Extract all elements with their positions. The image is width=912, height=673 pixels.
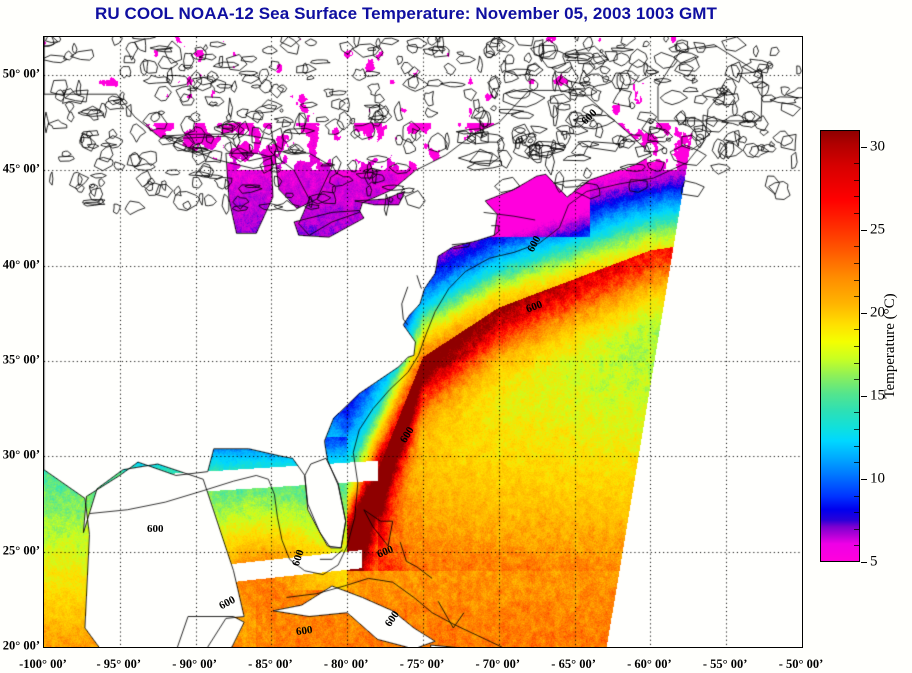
lat-tick-label: 30° 00’ xyxy=(2,447,40,462)
map-plot-area[interactable]: 600 600 600 600 600 600 600 600 600 600 xyxy=(43,36,803,648)
colorbar-minor-tick xyxy=(854,346,860,347)
colorbar-minor-tick xyxy=(854,163,860,165)
lat-tick-label: 40° 00’ xyxy=(2,257,40,272)
lon-tick-label: - 80° 00’ xyxy=(323,657,369,671)
colorbar-minor-tick xyxy=(854,528,860,530)
lat-tick-label: 35° 00’ xyxy=(2,352,40,367)
lon-tick-label: - 75° 00’ xyxy=(399,657,445,671)
lat-tick-label: 20° 00’ xyxy=(2,638,40,653)
figure-title: RU COOL NOAA-12 Sea Surface Temperature:… xyxy=(94,4,718,23)
colorbar-tick xyxy=(861,229,867,231)
colorbar-minor-tick xyxy=(854,495,860,497)
colorbar-minor-tick xyxy=(854,196,860,198)
map-plot-inner: 600 600 600 600 600 600 600 600 600 600 xyxy=(44,37,802,647)
colorbar-minor-tick xyxy=(854,462,860,464)
colorbar-tick-label: 25 xyxy=(870,221,885,238)
lon-tick-label: - 70° 00’ xyxy=(475,657,521,671)
lon-tick-label: -100° 00’ xyxy=(19,657,67,671)
lat-tick-label: 45° 00’ xyxy=(2,161,40,176)
colorbar-minor-tick xyxy=(854,429,860,431)
colorbar-minor-tick xyxy=(854,379,860,381)
colorbar-tick xyxy=(861,146,867,148)
lon-tick-label: - 85° 00’ xyxy=(248,657,293,671)
colorbar-minor-tick xyxy=(854,296,860,298)
lat-tick-label: 50° 00’ xyxy=(2,66,40,81)
colorbar-minor-tick xyxy=(854,362,860,364)
colorbar-tick-label: 15 xyxy=(870,387,885,404)
colorbar-minor-tick xyxy=(854,412,860,414)
colorbar-minor-tick xyxy=(854,279,860,281)
graticule-overlay xyxy=(44,37,802,647)
colorbar-minor-tick xyxy=(854,262,860,264)
colorbar-minor-tick xyxy=(854,130,860,131)
colorbar-tick xyxy=(861,312,867,314)
lon-tick-label: - 65° 00’ xyxy=(551,657,596,671)
colorbar-minor-tick xyxy=(854,179,860,181)
lon-tick-label: - 95° 00’ xyxy=(96,657,142,671)
lon-tick-label: - 90° 00’ xyxy=(172,657,217,671)
colorbar-minor-tick xyxy=(854,445,860,447)
colorbar-tick-label: 5 xyxy=(870,553,878,570)
bathymetry-contour-label: 600 xyxy=(147,523,164,535)
colorbar-tick-label: 20 xyxy=(870,304,885,321)
colorbar-legend[interactable]: Temperature (°C) 30 25 20 15 10 5 xyxy=(820,130,910,570)
latitude-axis: 50° 00’ 45° 00’ 40° 00’ 35° 00’ 30° 00’ 25° 0… xyxy=(0,36,40,653)
colorbar-tick-label: 10 xyxy=(870,470,885,487)
colorbar-tick-label: 30 xyxy=(870,138,885,155)
lon-tick-label: - 50° 00’ xyxy=(778,657,824,671)
lat-tick-label: 25° 00’ xyxy=(2,543,40,558)
colorbar-tick xyxy=(861,395,867,397)
colorbar-tick xyxy=(861,478,867,480)
colorbar-minor-tick xyxy=(854,246,860,248)
colorbar-minor-tick xyxy=(854,545,860,547)
lon-tick-label: - 55° 00’ xyxy=(702,657,748,671)
colorbar-minor-tick xyxy=(854,213,860,215)
longitude-axis: -100° 00’ - 95° 00’ - 90° 00’ - 85° 00’ - 80… xyxy=(19,650,823,672)
bathymetry-contour-label: 600 xyxy=(295,623,314,639)
lon-tick-label: - 60° 00’ xyxy=(627,657,672,671)
colorbar-minor-tick xyxy=(854,512,860,514)
colorbar-minor-tick xyxy=(854,329,860,331)
colorbar-tick xyxy=(861,562,867,563)
colorbar-gradient xyxy=(820,130,860,562)
